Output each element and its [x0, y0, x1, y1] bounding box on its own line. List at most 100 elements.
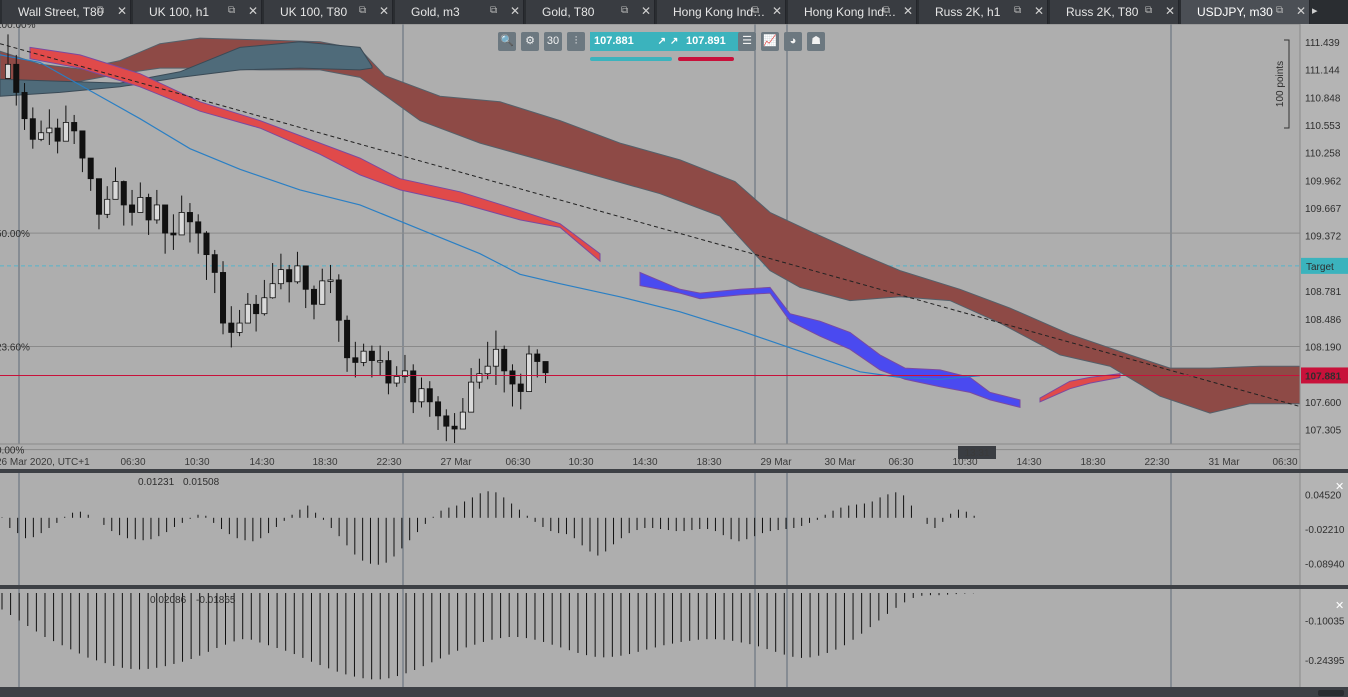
chevron-right-icon[interactable]: ▸ [1312, 5, 1318, 17]
senkou-ribbon [29, 46, 601, 263]
popout-icon[interactable]: ⧉ [359, 5, 367, 16]
tab-6[interactable]: Hong Kong Ind… ⧉ ✕ [657, 0, 786, 24]
candle [492, 348, 499, 367]
candle [401, 370, 408, 377]
price-tick-label: 108.486 [1305, 315, 1342, 326]
tab-1[interactable]: Wall Street, T80 ⧉ ✕ [2, 0, 131, 24]
candle [21, 92, 28, 120]
indicator-pane-2[interactable]: -0.10035 -0.24395 0.02086 -0.01865 [0, 589, 1348, 687]
candle [186, 212, 193, 223]
candle [220, 272, 227, 324]
tab-10[interactable]: USDJPY, m30 ⧉ ✕ [1181, 0, 1310, 24]
current-price-label: 107.881 [1305, 371, 1342, 382]
price-tick-label: 111.439 [1305, 38, 1340, 49]
candle [261, 297, 268, 315]
price-tick-label: 110.258 [1305, 149, 1341, 160]
candle [385, 360, 392, 384]
bottom-strip [0, 687, 1348, 697]
user-sentiment-icon[interactable]: ☗ [807, 32, 825, 51]
candle [95, 178, 102, 215]
tab-7[interactable]: Hong Kong Ind… ⧉ ✕ [788, 0, 917, 24]
candle [451, 425, 458, 430]
price-tick-label: 109.372 [1305, 232, 1342, 243]
tab-4[interactable]: Gold, m3 ⧉ ✕ [395, 0, 524, 24]
resize-grip[interactable] [1318, 690, 1344, 696]
target-label-box [1301, 257, 1348, 274]
popout-icon[interactable]: ⧉ [228, 5, 236, 16]
close-icon[interactable]: ✕ [379, 4, 390, 18]
close-icon[interactable]: ✕ [510, 4, 521, 18]
pane-divider-1[interactable] [0, 469, 1348, 473]
close-icon[interactable]: ✕ [1165, 4, 1176, 18]
close-icon[interactable]: ✕ [248, 4, 259, 18]
candle [5, 63, 11, 79]
candle [302, 265, 309, 290]
time-tick-label: 26 Mar 2020, UTC+1 [0, 457, 90, 468]
popout-icon[interactable]: ⧉ [1145, 5, 1153, 16]
popout-icon[interactable]: ⧉ [1014, 5, 1022, 16]
candle [178, 212, 185, 236]
candle [368, 350, 375, 361]
timeframe-icon[interactable]: 30 [544, 32, 562, 51]
tab-5[interactable]: Gold, T80 ⧉ ✕ [526, 0, 655, 24]
time-tick-label: 14:30 [249, 457, 274, 468]
candle [170, 232, 177, 236]
popout-icon[interactable]: ⧉ [97, 5, 105, 16]
candle [120, 181, 127, 206]
candle [277, 269, 284, 285]
close-icon[interactable]: ✕ [1296, 4, 1307, 18]
candle [228, 322, 235, 333]
candle [468, 381, 475, 413]
zoom-icon[interactable]: 🔍 [498, 32, 516, 51]
senkou-ribbon [639, 271, 1021, 409]
pane-divider-2[interactable] [0, 585, 1348, 589]
popout-icon[interactable]: ⧉ [1276, 5, 1284, 16]
popout-icon[interactable]: ⧉ [621, 5, 629, 16]
tab-3[interactable]: UK 100, T80 ⧉ ✕ [264, 0, 393, 24]
popout-icon[interactable]: ⧉ [490, 5, 498, 16]
chart-type-icon[interactable]: ⫶ [567, 32, 585, 51]
close-icon[interactable]: ✕ [641, 4, 652, 18]
candle [484, 365, 491, 375]
candle [71, 122, 78, 132]
indicators-icon[interactable]: 📈 [761, 32, 779, 51]
candle [13, 63, 20, 93]
candle [418, 388, 425, 403]
chart-background [0, 24, 1348, 470]
time-tick-label: 18:30 [696, 457, 721, 468]
tab-2[interactable]: UK 100, h1 ⧉ ✕ [133, 0, 262, 24]
buy-price: 107.891 [686, 35, 726, 47]
candle [253, 303, 260, 315]
tab-9[interactable]: Russ 2K, T80 ⧉ ✕ [1050, 0, 1179, 24]
indicator-pane-1[interactable]: 0.04520 -0.02210 -0.08940 0.01231 0.01508 [0, 473, 1348, 585]
tab-8[interactable]: Russ 2K, h1 ⧉ ✕ [919, 0, 1048, 24]
candle [203, 232, 210, 256]
close-icon[interactable]: ✕ [1034, 4, 1045, 18]
chart-settings-icon[interactable]: ⚙ [521, 32, 539, 51]
close-icon[interactable]: ✕ [1335, 600, 1345, 612]
popout-icon[interactable]: ⧉ [883, 5, 891, 16]
pie-icon[interactable]: ◕ [784, 32, 802, 51]
price-tick-label: 108.190 [1305, 343, 1342, 354]
close-icon[interactable]: ✕ [772, 4, 783, 18]
close-icon[interactable]: ✕ [903, 4, 914, 18]
candle [517, 383, 524, 392]
fib-level-label: 100.00% [0, 24, 36, 31]
price-tick-label: 109.962 [1305, 176, 1342, 187]
candle [476, 373, 483, 383]
sell-price-button[interactable]: 107.881 ↗ [590, 32, 670, 51]
cursor-time-box [958, 446, 996, 459]
tab-label: UK 100, h1 [149, 5, 210, 19]
candle [443, 415, 450, 427]
candle [286, 269, 293, 283]
time-tick-label: 30 Mar [824, 457, 856, 468]
indicators-list-icon[interactable]: ☰ [738, 32, 756, 51]
popout-icon[interactable]: ⧉ [752, 5, 760, 16]
current-price-box [1301, 367, 1348, 384]
close-icon[interactable]: ✕ [1335, 481, 1345, 493]
candle [153, 204, 160, 221]
trend-line [0, 43, 1301, 407]
main-chart[interactable]: 100.00% 50.00% 23.60% 0.00% 111.439 111.144 11… [0, 24, 1348, 470]
close-icon[interactable]: ✕ [117, 4, 128, 18]
buy-price-button[interactable]: 107.891 ↗ [666, 32, 746, 51]
